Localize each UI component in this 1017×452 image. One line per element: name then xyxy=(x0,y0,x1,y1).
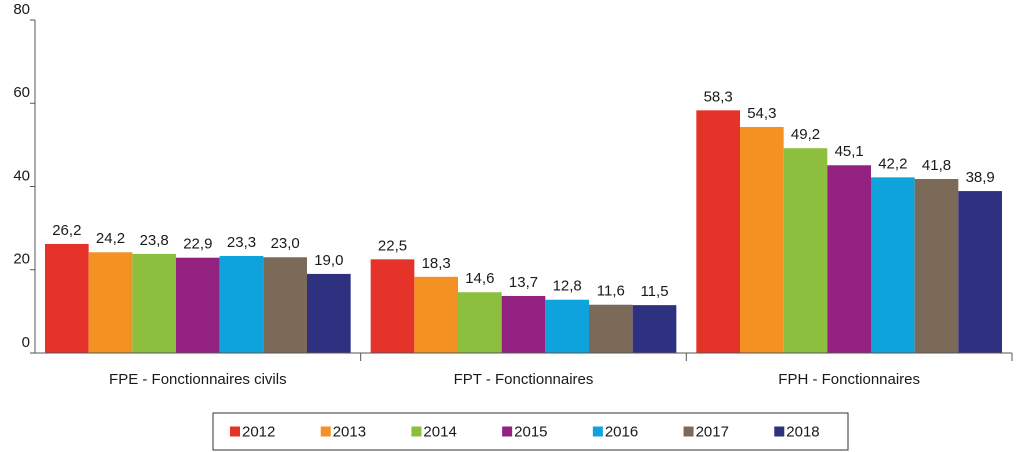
value-label: 41,8 xyxy=(922,157,951,174)
value-label: 54,3 xyxy=(747,105,776,122)
value-label: 22,5 xyxy=(378,237,407,254)
bar xyxy=(740,126,784,353)
x-tick-label: FPE - Fonctionnaires civils xyxy=(109,371,287,388)
bar xyxy=(263,257,307,353)
value-label: 38,9 xyxy=(966,169,995,186)
bar xyxy=(958,191,1002,353)
bar xyxy=(545,299,589,353)
value-label: 23,0 xyxy=(271,235,300,252)
legend-swatch xyxy=(592,426,603,437)
x-tick-label: FPH - Fonctionnaires xyxy=(778,371,920,388)
legend-label: 2012 xyxy=(242,423,275,440)
bar xyxy=(871,177,915,353)
legend-label: 2016 xyxy=(605,423,638,440)
value-label: 22,9 xyxy=(183,236,212,253)
value-label: 49,2 xyxy=(791,126,820,143)
value-label: 45,1 xyxy=(835,143,864,160)
legend-swatch xyxy=(502,426,513,437)
bar xyxy=(219,256,264,353)
y-tick-label: 20 xyxy=(13,251,30,268)
value-label: 26,2 xyxy=(52,222,81,239)
y-tick-label: 80 xyxy=(13,1,30,18)
y-tick-label: 0 xyxy=(22,334,30,351)
value-label: 19,0 xyxy=(314,252,343,269)
bar xyxy=(501,295,546,353)
legend-swatch xyxy=(230,426,240,437)
bar xyxy=(88,252,133,353)
bar xyxy=(589,304,633,353)
legend-swatch xyxy=(774,426,785,437)
bar xyxy=(414,276,458,353)
bar xyxy=(370,259,415,353)
value-label: 18,3 xyxy=(422,255,451,272)
legend-swatch xyxy=(411,426,422,437)
value-label: 13,7 xyxy=(509,274,538,291)
legend-label: 2014 xyxy=(423,423,456,440)
value-label: 23,3 xyxy=(227,234,256,251)
value-label: 23,8 xyxy=(140,232,169,249)
x-tick-label: FPT - Fonctionnaires xyxy=(454,371,594,388)
legend-label: 2017 xyxy=(696,423,729,440)
value-label: 11,5 xyxy=(640,283,668,300)
legend-label: 2018 xyxy=(786,423,819,440)
bar xyxy=(176,257,220,353)
bar xyxy=(827,165,871,353)
value-label: 24,2 xyxy=(96,230,125,247)
bar xyxy=(132,253,176,353)
bar xyxy=(632,305,677,353)
value-label: 14,6 xyxy=(465,270,494,287)
value-label: 12,8 xyxy=(553,278,582,295)
y-tick-label: 40 xyxy=(13,167,30,184)
value-label: 11,6 xyxy=(597,283,625,300)
bar xyxy=(458,292,502,353)
legend-label: 2015 xyxy=(514,423,547,440)
value-label: 58,3 xyxy=(704,88,733,105)
legend-label: 2013 xyxy=(333,423,366,440)
y-tick-label: 60 xyxy=(13,84,30,101)
bar xyxy=(307,273,351,353)
legend-swatch xyxy=(320,426,331,437)
value-label: 42,2 xyxy=(878,155,907,172)
bar xyxy=(783,148,828,353)
bar xyxy=(914,179,959,353)
legend-box xyxy=(212,412,849,451)
bar xyxy=(45,243,89,353)
bar xyxy=(696,110,740,353)
legend-swatch xyxy=(683,426,694,437)
